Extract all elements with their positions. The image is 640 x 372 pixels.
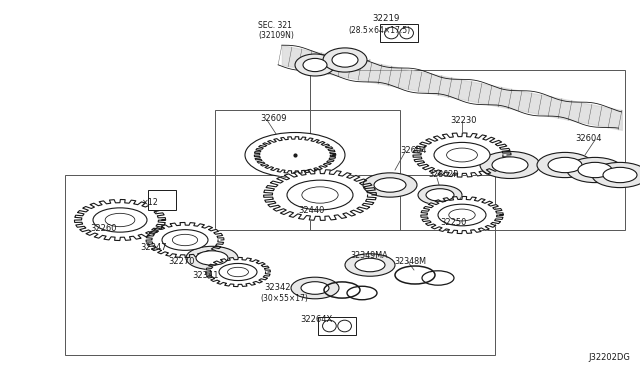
Polygon shape [146, 222, 224, 257]
Text: J32202DG: J32202DG [588, 353, 630, 362]
Text: 32604: 32604 [400, 145, 426, 154]
Ellipse shape [374, 178, 406, 192]
Ellipse shape [548, 157, 582, 173]
Text: 32219: 32219 [372, 13, 399, 22]
Text: 32347: 32347 [140, 244, 166, 253]
Ellipse shape [105, 213, 135, 227]
Text: (30×55×17): (30×55×17) [260, 294, 308, 302]
Ellipse shape [219, 263, 257, 280]
Text: 32341: 32341 [192, 272, 218, 280]
Polygon shape [264, 170, 376, 220]
Ellipse shape [434, 142, 490, 168]
Text: 32348M: 32348M [394, 257, 426, 266]
Ellipse shape [592, 163, 640, 187]
Ellipse shape [196, 251, 228, 265]
Polygon shape [205, 257, 270, 286]
Ellipse shape [302, 187, 338, 203]
Ellipse shape [400, 27, 413, 39]
Ellipse shape [245, 132, 345, 177]
Ellipse shape [480, 151, 540, 179]
Bar [148, 190, 176, 210]
Ellipse shape [363, 173, 417, 197]
Ellipse shape [537, 153, 593, 177]
Text: 32260: 32260 [90, 224, 116, 232]
Text: 32264X: 32264X [300, 315, 332, 324]
Ellipse shape [228, 267, 248, 277]
Ellipse shape [323, 48, 367, 72]
Ellipse shape [578, 162, 612, 178]
Ellipse shape [447, 148, 477, 162]
Text: ×12: ×12 [141, 198, 159, 206]
Ellipse shape [323, 320, 336, 332]
Text: 32862P: 32862P [428, 170, 458, 179]
Ellipse shape [162, 230, 208, 250]
Polygon shape [254, 137, 335, 173]
Ellipse shape [355, 258, 385, 272]
Bar [318, 317, 356, 335]
Ellipse shape [449, 209, 475, 221]
Ellipse shape [385, 27, 398, 39]
Text: SEC. 321: SEC. 321 [258, 20, 292, 29]
Ellipse shape [332, 53, 358, 67]
Ellipse shape [492, 157, 528, 173]
Ellipse shape [603, 167, 637, 183]
Text: 32440: 32440 [298, 205, 324, 215]
Polygon shape [420, 196, 503, 234]
Text: 32349MA: 32349MA [350, 250, 388, 260]
Text: 32270: 32270 [168, 257, 195, 266]
Ellipse shape [93, 208, 147, 232]
Ellipse shape [172, 234, 198, 246]
Ellipse shape [567, 157, 623, 183]
Ellipse shape [287, 180, 353, 210]
Text: 32342: 32342 [264, 283, 291, 292]
Ellipse shape [186, 246, 238, 270]
Ellipse shape [301, 282, 329, 294]
Text: 32604: 32604 [575, 134, 602, 142]
Ellipse shape [345, 254, 395, 276]
Text: 32250: 32250 [440, 218, 467, 227]
Ellipse shape [418, 185, 462, 205]
Polygon shape [74, 199, 166, 241]
Ellipse shape [426, 189, 454, 201]
Text: 32230: 32230 [450, 115, 477, 125]
Ellipse shape [338, 320, 351, 332]
Text: (28.5×64×17.5): (28.5×64×17.5) [348, 26, 410, 35]
Ellipse shape [291, 277, 339, 299]
Text: 32609: 32609 [260, 113, 287, 122]
Bar [380, 24, 418, 42]
Text: (32109N): (32109N) [258, 31, 294, 39]
Polygon shape [413, 133, 511, 177]
Ellipse shape [438, 204, 486, 226]
Ellipse shape [303, 58, 327, 71]
Ellipse shape [295, 54, 335, 76]
